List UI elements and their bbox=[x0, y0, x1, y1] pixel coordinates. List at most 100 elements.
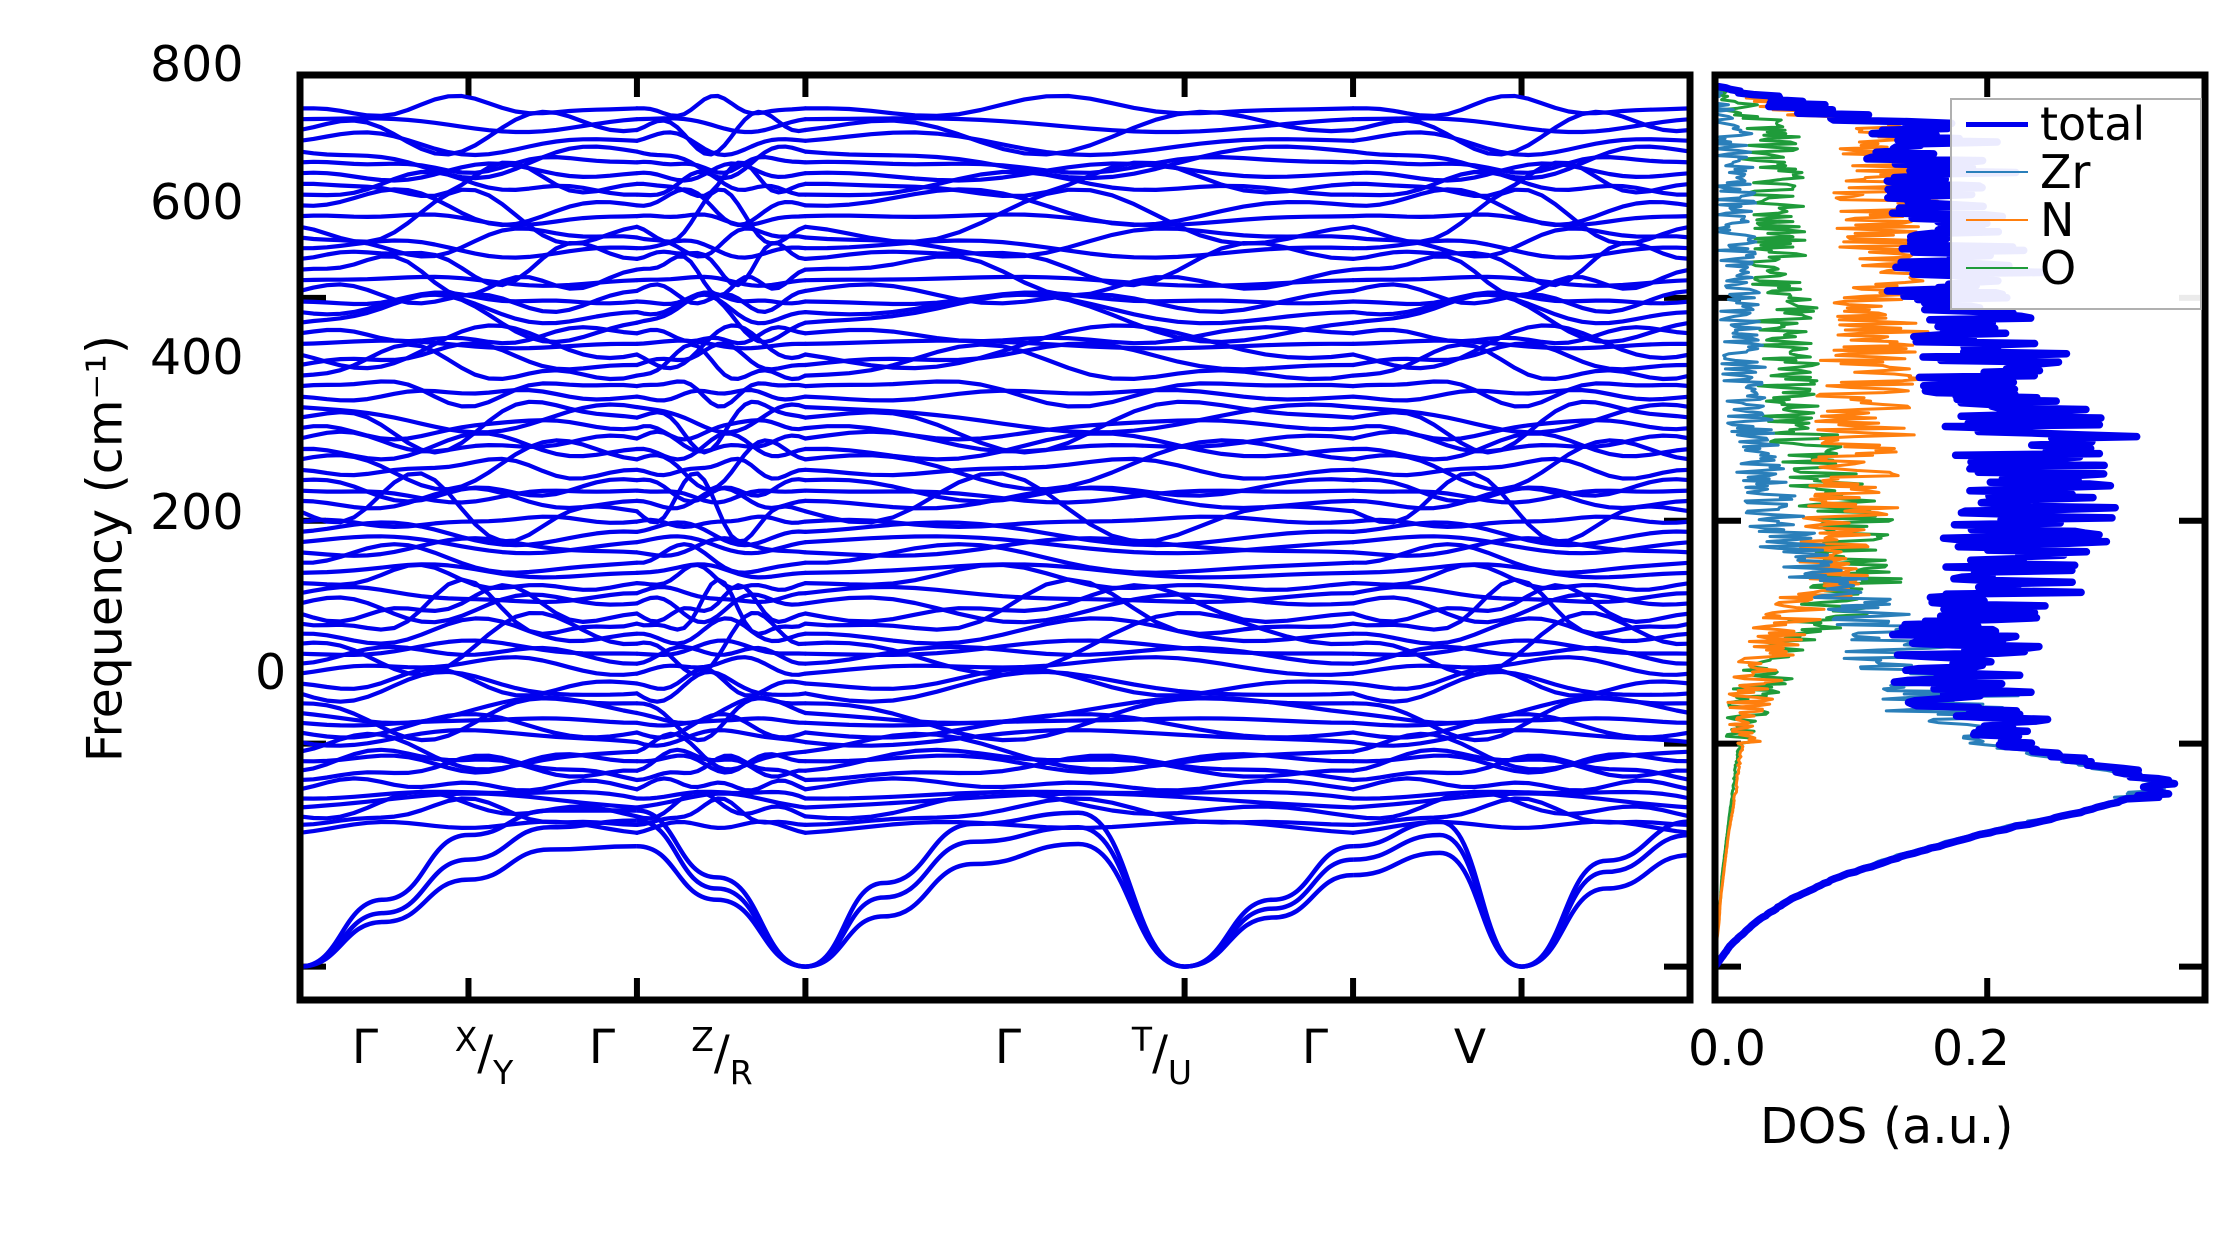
optical-branch-24-seg2 bbox=[803, 592, 1356, 625]
dos-curve-o bbox=[1713, 85, 1903, 967]
optical-branch-7-seg0 bbox=[297, 747, 639, 779]
optical-branch-0-seg1 bbox=[634, 819, 808, 835]
legend-swatch-total bbox=[1966, 121, 2028, 127]
optical-branch-19-seg3 bbox=[1351, 638, 1693, 657]
legend-item-total[interactable]: total bbox=[1952, 100, 2200, 148]
optical-branch-69-seg0 bbox=[297, 109, 639, 157]
optical-branch-43-seg2 bbox=[803, 402, 1356, 435]
optical-branch-21-seg3 bbox=[1351, 616, 1693, 646]
optical-branch-55-seg3 bbox=[1351, 274, 1693, 288]
optical-branch-43-seg0 bbox=[297, 402, 639, 435]
optical-branch-1-seg0 bbox=[297, 796, 639, 827]
optical-branch-50-seg3 bbox=[1351, 325, 1693, 346]
acoustic-branch-la-seg2 bbox=[805, 810, 1354, 969]
legend-label-n: N bbox=[2040, 193, 2075, 247]
optical-branch-31-seg2 bbox=[803, 520, 1356, 548]
optical-branch-49-seg1 bbox=[634, 338, 808, 351]
legend-item-zr[interactable]: Zr bbox=[1952, 148, 2200, 196]
optical-branch-14-seg3 bbox=[1351, 696, 1693, 743]
optical-branch-11-seg1 bbox=[634, 712, 808, 740]
optical-branch-17-seg0 bbox=[297, 655, 639, 677]
optical-branch-2-seg3 bbox=[1351, 789, 1693, 821]
optical-branch-61-seg3 bbox=[1351, 212, 1693, 228]
optical-branch-52-seg2 bbox=[803, 292, 1356, 326]
kpoint-label-t-u: T/U bbox=[1131, 1020, 1193, 1092]
ytick-label-400: 400 bbox=[150, 329, 244, 386]
optical-branch-58-seg1 bbox=[634, 238, 808, 260]
legend-item-o[interactable]: O bbox=[1952, 244, 2200, 292]
kpoint-label-gamma-3: Γ bbox=[994, 1020, 1022, 1075]
optical-branch-47-seg3 bbox=[1351, 341, 1693, 372]
optical-branch-2-seg2 bbox=[803, 789, 1356, 821]
optical-branch-43-seg3 bbox=[1351, 402, 1693, 435]
optical-branch-21-seg2 bbox=[803, 616, 1356, 646]
optical-branch-11-seg0 bbox=[297, 712, 639, 740]
optical-branch-36-seg2 bbox=[803, 477, 1356, 504]
optical-branch-2-seg0 bbox=[297, 789, 639, 821]
optical-branch-41-seg3 bbox=[1351, 418, 1693, 442]
optical-branch-6-seg0 bbox=[297, 753, 639, 783]
optical-branch-42-seg0 bbox=[297, 399, 639, 455]
optical-branch-61-seg1 bbox=[634, 212, 808, 228]
optical-branch-55-seg1 bbox=[634, 274, 808, 288]
optical-branch-60-seg0 bbox=[297, 187, 639, 246]
optical-branch-68-seg0 bbox=[297, 130, 639, 158]
optical-branch-37-seg0 bbox=[297, 456, 639, 481]
kpoint-label-gamma-1: Γ bbox=[351, 1020, 379, 1075]
optical-branch-21-seg1 bbox=[634, 616, 808, 646]
optical-branch-45-seg2 bbox=[803, 379, 1356, 409]
optical-branch-65-seg1 bbox=[634, 161, 808, 183]
optical-branch-11-seg2 bbox=[803, 712, 1356, 740]
optical-branch-35-seg1 bbox=[634, 488, 808, 505]
legend-item-n[interactable]: N bbox=[1952, 196, 2200, 244]
optical-branch-42-seg2 bbox=[803, 399, 1356, 455]
optical-branch-55-seg2 bbox=[803, 274, 1356, 288]
optical-branch-5-seg2 bbox=[803, 776, 1356, 793]
band-panel-frame bbox=[296, 71, 1694, 1004]
optical-branch-26-seg3 bbox=[1351, 562, 1693, 592]
optical-branch-49-seg2 bbox=[803, 338, 1356, 351]
optical-branch-27-seg1 bbox=[634, 562, 808, 580]
optical-branch-5-seg0 bbox=[297, 776, 639, 793]
optical-branch-5-seg3 bbox=[1351, 776, 1693, 793]
optical-branch-32-seg0 bbox=[297, 514, 639, 529]
optical-branch-12-seg3 bbox=[1351, 716, 1693, 728]
optical-branch-61-seg2 bbox=[803, 212, 1356, 228]
optical-branch-6-seg3 bbox=[1351, 753, 1693, 783]
optical-branch-24-seg3 bbox=[1351, 592, 1693, 625]
optical-branch-70-seg1 bbox=[634, 116, 808, 135]
optical-branch-15-seg2 bbox=[803, 669, 1356, 704]
optical-branch-48-seg1 bbox=[634, 323, 808, 371]
optical-branch-52-seg1 bbox=[634, 292, 808, 326]
optical-branch-30-seg1 bbox=[634, 534, 808, 556]
optical-branch-14-seg2 bbox=[803, 696, 1356, 743]
optical-branch-66-seg2 bbox=[803, 155, 1356, 175]
optical-branch-21-seg0 bbox=[297, 616, 639, 646]
optical-branch-62-seg3 bbox=[1351, 187, 1693, 228]
optical-branch-4-seg2 bbox=[803, 789, 1356, 801]
optical-branch-67-seg0 bbox=[297, 144, 639, 181]
optical-branch-71-seg2 bbox=[803, 93, 1356, 118]
optical-branch-39-seg0 bbox=[297, 431, 639, 462]
optical-branch-36-seg0 bbox=[297, 477, 639, 504]
ytick-label-600: 600 bbox=[150, 174, 244, 231]
optical-branch-1-seg2 bbox=[803, 796, 1356, 827]
optical-branch-67-seg2 bbox=[803, 144, 1356, 181]
optical-branch-64-seg1 bbox=[634, 160, 808, 198]
optical-branch-68-seg2 bbox=[803, 130, 1356, 158]
optical-branch-30-seg2 bbox=[803, 534, 1356, 556]
optical-branch-48-seg2 bbox=[803, 323, 1356, 371]
optical-branch-35-seg3 bbox=[1351, 488, 1693, 505]
optical-branch-26-seg0 bbox=[297, 562, 639, 592]
optical-branch-4-seg3 bbox=[1351, 789, 1693, 801]
optical-branch-30-seg3 bbox=[1351, 534, 1693, 556]
optical-branch-70-seg2 bbox=[803, 116, 1356, 135]
optical-branch-71-seg3 bbox=[1351, 93, 1693, 118]
optical-branch-27-seg3 bbox=[1351, 562, 1693, 580]
optical-branch-58-seg3 bbox=[1351, 238, 1693, 260]
optical-branch-45-seg0 bbox=[297, 379, 639, 409]
optical-branch-31-seg1 bbox=[634, 520, 808, 548]
optical-branch-66-seg0 bbox=[297, 155, 639, 175]
acoustic-branch-ta2-seg3 bbox=[1353, 850, 1691, 969]
